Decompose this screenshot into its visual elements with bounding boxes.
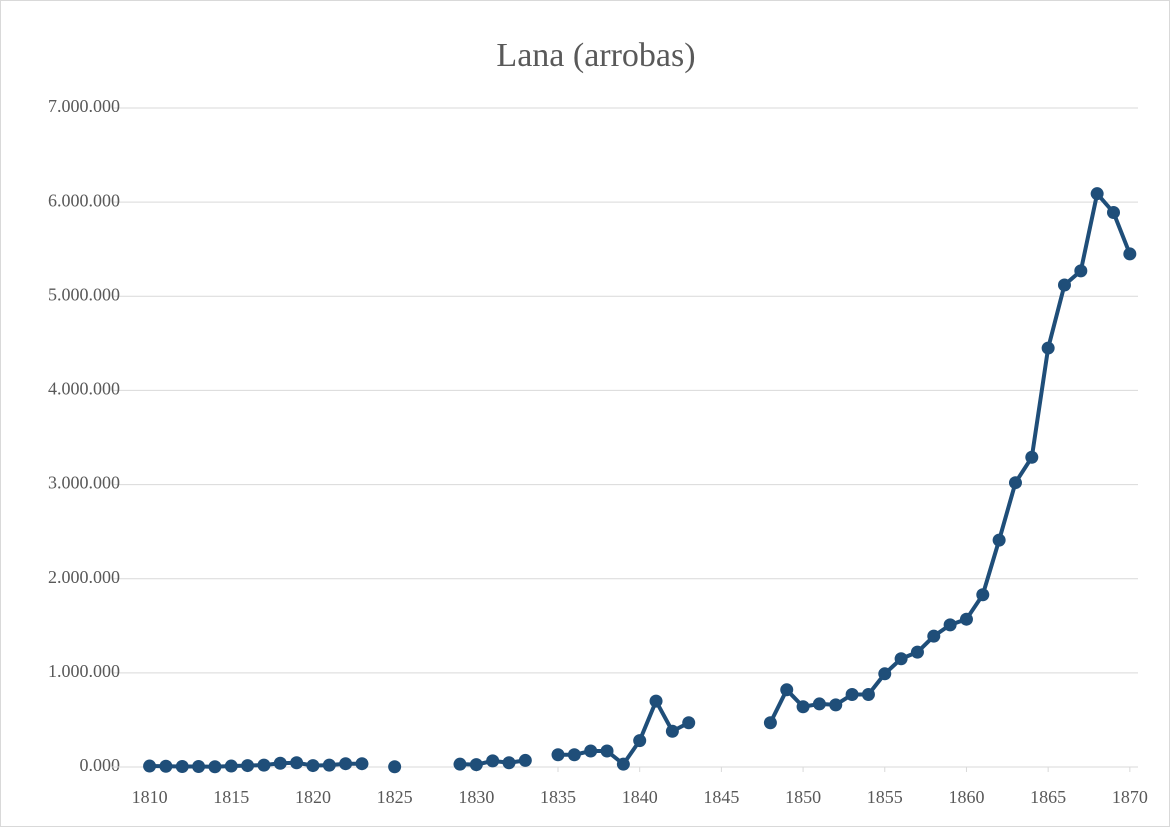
marker: [518, 753, 532, 767]
y-tick-label: 5.000.000: [48, 284, 120, 304]
x-tick-label: 1850: [785, 787, 821, 807]
marker: [453, 757, 467, 771]
marker: [322, 758, 336, 772]
marker: [1106, 205, 1120, 219]
marker: [290, 756, 304, 770]
marker: [1041, 341, 1055, 355]
x-tick-label: 1830: [458, 787, 494, 807]
marker: [1057, 278, 1071, 292]
x-tick-label: 1860: [948, 787, 984, 807]
marker: [943, 618, 957, 632]
marker: [861, 688, 875, 702]
marker: [763, 716, 777, 730]
marker: [894, 652, 908, 666]
y-tick-label: 0.000: [80, 755, 121, 775]
y-tick-label: 6.000.000: [48, 190, 120, 210]
marker: [959, 612, 973, 626]
y-tick-label: 1.000.000: [48, 661, 120, 681]
marker: [551, 748, 565, 762]
x-tick-label: 1865: [1030, 787, 1066, 807]
x-tick-label: 1835: [540, 787, 576, 807]
x-tick-label: 1820: [295, 787, 331, 807]
marker: [355, 757, 369, 771]
marker: [927, 629, 941, 643]
x-tick-label: 1815: [213, 787, 249, 807]
x-tick-label: 1845: [703, 787, 739, 807]
x-tick-label: 1840: [622, 787, 658, 807]
y-tick-label: 2.000.000: [48, 567, 120, 587]
marker: [812, 697, 826, 711]
y-tick-label: 7.000.000: [48, 96, 120, 116]
marker: [682, 716, 696, 730]
marker: [273, 756, 287, 770]
marker: [649, 694, 663, 708]
marker: [159, 759, 173, 773]
marker: [665, 724, 679, 738]
marker: [257, 758, 271, 772]
marker: [845, 688, 859, 702]
marker: [486, 754, 500, 768]
marker: [1025, 450, 1039, 464]
marker: [502, 756, 516, 770]
marker: [306, 759, 320, 773]
marker: [1008, 476, 1022, 490]
x-tick-label: 1825: [377, 787, 413, 807]
y-tick-label: 3.000.000: [48, 473, 120, 493]
marker: [796, 700, 810, 714]
marker: [829, 698, 843, 712]
x-tick-label: 1855: [867, 787, 903, 807]
marker: [1074, 264, 1088, 278]
marker: [1123, 247, 1137, 261]
marker: [192, 760, 206, 774]
marker: [241, 759, 255, 773]
marker: [633, 734, 647, 748]
marker: [600, 744, 614, 758]
marker: [224, 759, 238, 773]
marker: [469, 758, 483, 772]
marker: [388, 760, 402, 774]
x-tick-label: 1810: [132, 787, 168, 807]
marker: [584, 744, 598, 758]
marker: [208, 760, 222, 774]
marker: [567, 748, 581, 762]
y-tick-label: 4.000.000: [48, 379, 120, 399]
marker: [143, 759, 157, 773]
marker: [780, 683, 794, 697]
marker: [175, 760, 189, 774]
x-tick-label: 1870: [1112, 787, 1148, 807]
chart-title: Lana (arrobas): [496, 37, 695, 74]
marker: [878, 667, 892, 681]
marker: [992, 533, 1006, 547]
marker: [910, 645, 924, 659]
marker: [339, 757, 353, 771]
marker: [1090, 187, 1104, 201]
marker: [976, 588, 990, 602]
marker: [616, 757, 630, 771]
